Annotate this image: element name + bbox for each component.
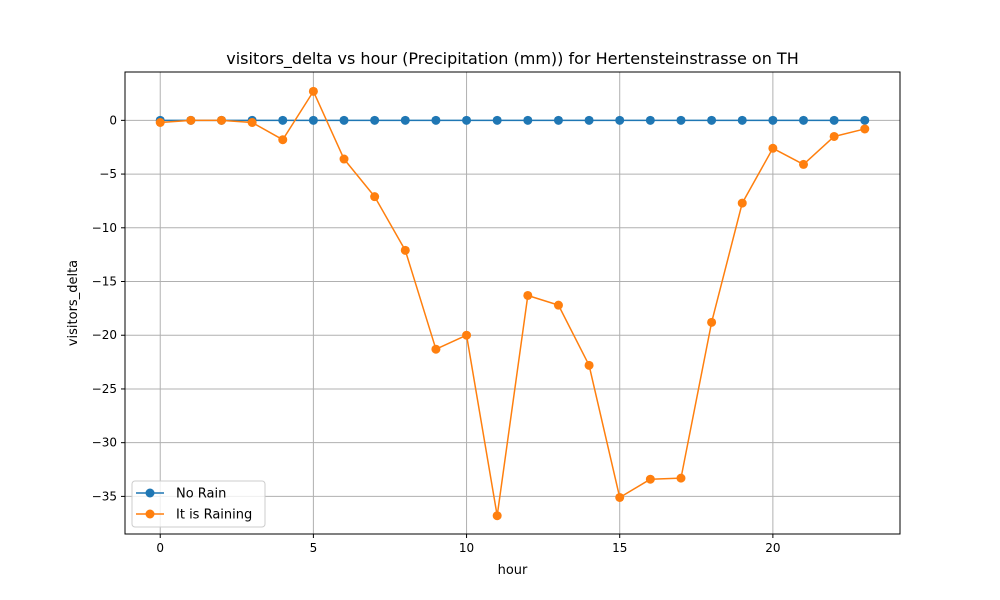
data-point <box>799 115 809 125</box>
data-point <box>829 115 839 125</box>
data-point <box>707 317 717 327</box>
series-it-is-raining <box>155 86 870 521</box>
legend-label: It is Raining <box>176 508 252 523</box>
y-tick-label: −25 <box>92 382 117 396</box>
data-point <box>278 135 288 145</box>
data-point <box>431 344 441 354</box>
data-point <box>615 492 625 502</box>
legend-marker <box>145 509 155 519</box>
data-point <box>553 300 563 310</box>
data-point <box>860 115 870 125</box>
data-point <box>768 143 778 153</box>
chart-title: visitors_delta vs hour (Precipitation (m… <box>226 49 798 69</box>
data-point <box>829 131 839 141</box>
data-point <box>186 115 196 125</box>
data-point <box>799 159 809 169</box>
x-tick-label: 5 <box>310 541 318 555</box>
data-point <box>462 330 472 340</box>
data-point <box>492 511 502 521</box>
data-point <box>155 117 165 127</box>
y-tick-label: 0 <box>109 113 117 127</box>
y-tick-label: −10 <box>92 221 117 235</box>
plot-frame <box>124 71 901 535</box>
x-axis-label: hour <box>498 563 528 578</box>
axis-ticks: 0 5 10 15 20 0 −5 −10 −15 −20 −25 −30 −35 <box>92 113 781 555</box>
data-point <box>370 115 380 125</box>
data-point <box>462 115 472 125</box>
data-point <box>523 290 533 300</box>
data-point <box>339 115 349 125</box>
legend-label: No Rain <box>176 487 226 502</box>
data-point <box>737 198 747 208</box>
data-point <box>216 115 226 125</box>
legend-marker <box>145 488 155 498</box>
y-tick-label: −5 <box>99 167 117 181</box>
series-no-rain <box>155 115 870 125</box>
data-point <box>370 192 380 202</box>
y-tick-label: −35 <box>92 489 117 503</box>
data-point <box>707 115 717 125</box>
series-line <box>160 90 865 517</box>
data-point <box>339 154 349 164</box>
data-point <box>308 86 318 96</box>
data-point <box>860 124 870 134</box>
data-point <box>492 115 502 125</box>
y-tick-label: −20 <box>92 328 117 342</box>
x-tick-label: 0 <box>156 541 164 555</box>
data-point <box>615 115 625 125</box>
data-point <box>737 115 747 125</box>
x-tick-label: 10 <box>459 541 474 555</box>
legend-entries: No Rain It is Raining <box>136 487 252 523</box>
data-point <box>400 245 410 255</box>
y-tick-label: −30 <box>92 436 117 450</box>
data-point <box>278 115 288 125</box>
data-point <box>308 115 318 125</box>
data-point <box>584 115 594 125</box>
data-point <box>400 115 410 125</box>
data-point <box>431 115 441 125</box>
x-tick-label: 15 <box>612 541 627 555</box>
series-layer <box>155 86 870 521</box>
x-tick-label: 20 <box>765 541 780 555</box>
data-point <box>676 473 686 483</box>
legend-entry: It is Raining <box>136 508 252 523</box>
data-point <box>768 115 778 125</box>
y-axis-label: visitors_delta <box>66 260 81 346</box>
data-point <box>553 115 563 125</box>
data-point <box>645 474 655 484</box>
legend: No Rain It is Raining <box>131 480 266 528</box>
legend-frame <box>131 480 266 528</box>
data-point <box>645 115 655 125</box>
y-tick-label: −15 <box>92 275 117 289</box>
data-point <box>584 360 594 370</box>
data-point <box>247 117 257 127</box>
grid <box>125 72 900 534</box>
legend-entry: No Rain <box>136 487 226 502</box>
data-point <box>676 115 686 125</box>
data-point <box>523 115 533 125</box>
